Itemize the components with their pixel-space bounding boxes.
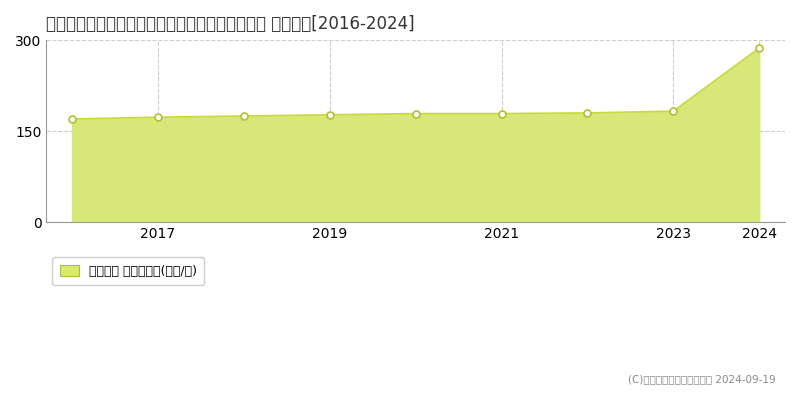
Legend: 公示地価 平均嵪単価(万円/嵪): 公示地価 平均嵪単価(万円/嵪) — [53, 257, 204, 285]
Text: 東京都目黒区大岡山１丁目８６番１８　公示地価 地価推移[2016-2024]: 東京都目黒区大岡山１丁目８６番１８ 公示地価 地価推移[2016-2024] — [46, 15, 415, 33]
Text: (C)土地価格ドットコム　　 2024-09-19: (C)土地価格ドットコム 2024-09-19 — [628, 374, 776, 384]
